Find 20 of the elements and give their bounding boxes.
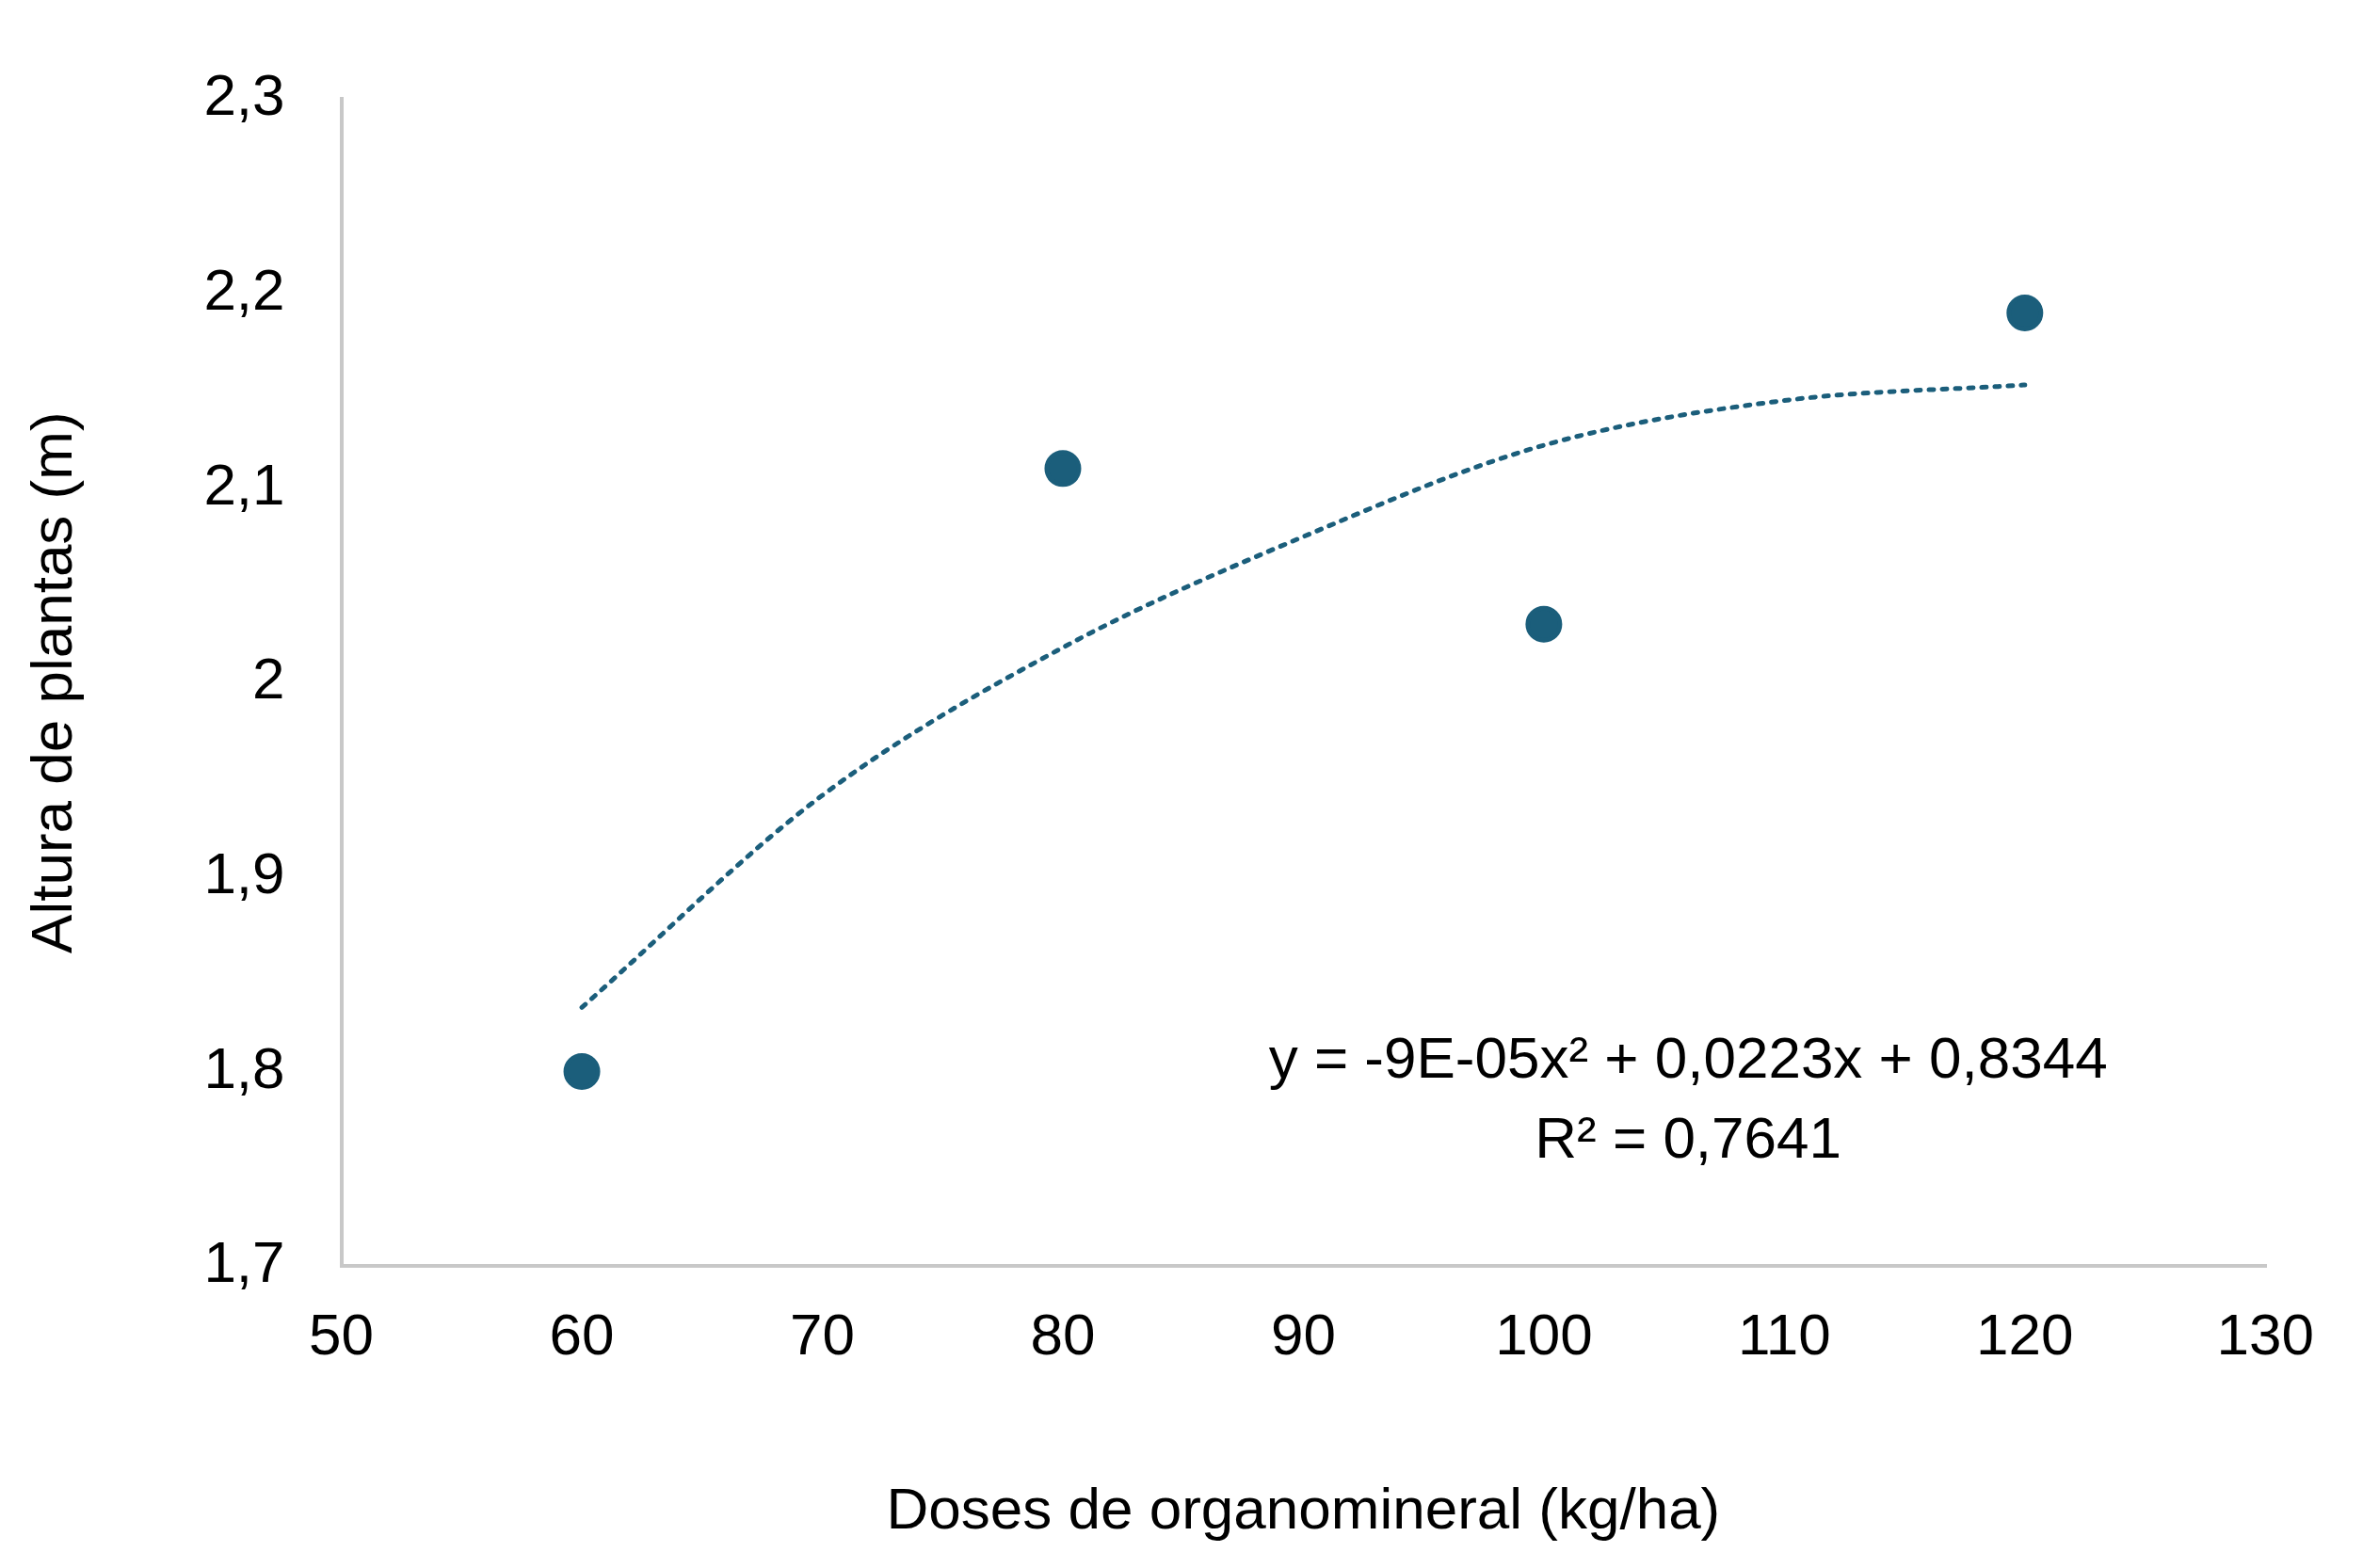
y-tick-label: 1,7 [203, 1229, 285, 1295]
y-axis-title: Altura de plantas (m) [19, 411, 85, 953]
x-tick-label: 100 [1495, 1302, 1593, 1368]
x-tick-label: 50 [309, 1302, 375, 1368]
annotation: y = -9E-05x² + 0,0223x + 0,8344 [1268, 1025, 2108, 1091]
x-tick-label: 130 [2216, 1302, 2314, 1368]
y-tick-label: 2,2 [203, 256, 285, 322]
x-axis-title: Doses de organomineral (kg/ha) [886, 1475, 1721, 1541]
y-tick-label: 2,3 [203, 62, 285, 128]
y-tick-label: 1,8 [203, 1034, 285, 1100]
x-tick-label: 120 [1976, 1302, 2074, 1368]
y-tick-label: 2,1 [203, 451, 285, 517]
y-tick-label: 1,9 [203, 840, 285, 905]
x-tick-label: 60 [549, 1302, 615, 1368]
y-tick-label: 2 [252, 646, 285, 712]
x-tick-label: 80 [1030, 1302, 1096, 1368]
annotation: R² = 0,7641 [1535, 1105, 1842, 1171]
x-tick-label: 70 [790, 1302, 855, 1368]
x-tick-label: 110 [1737, 1302, 1831, 1368]
x-tick-label: 90 [1270, 1302, 1336, 1368]
